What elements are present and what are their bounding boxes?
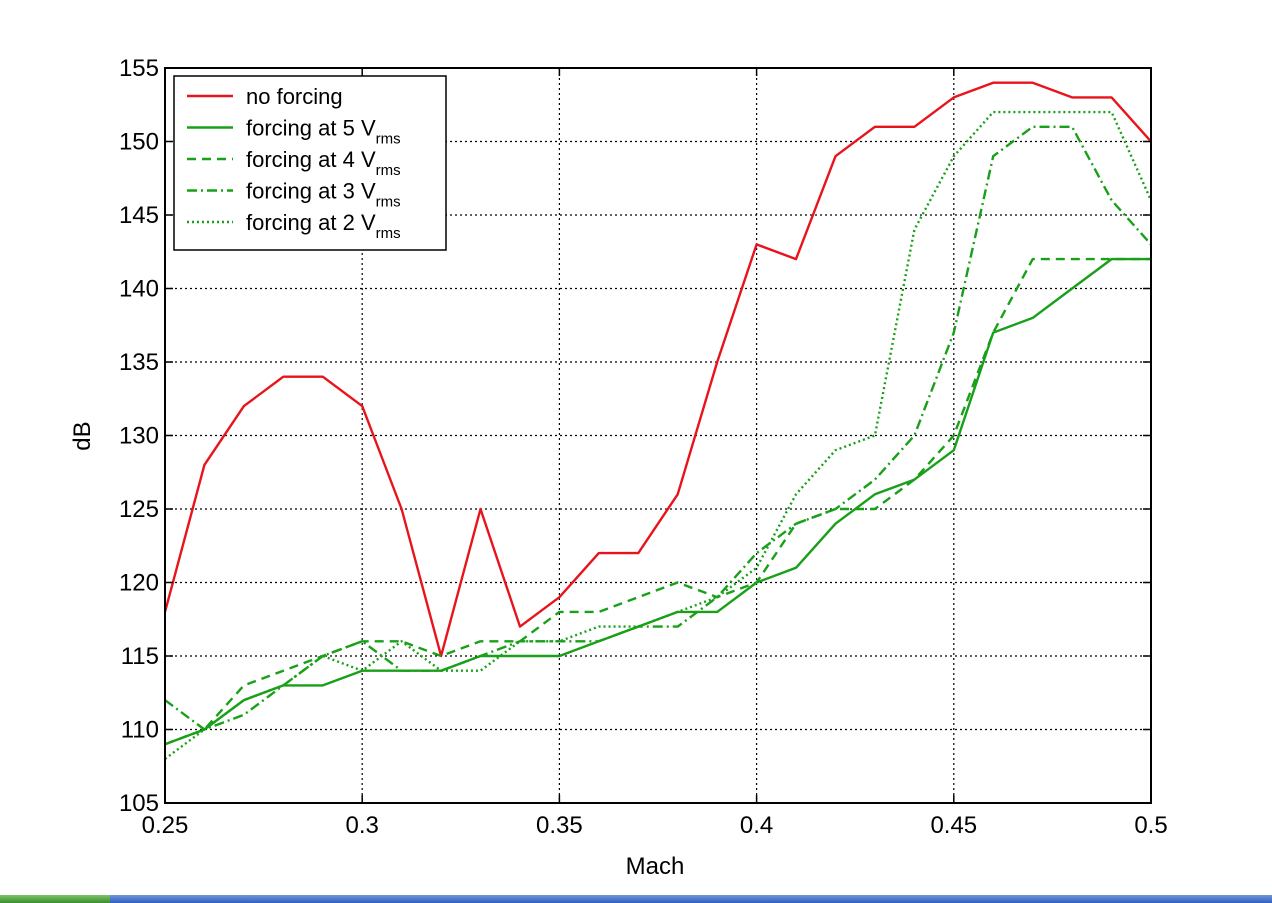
y-tick-label: 110 [121,717,159,744]
series-line [164,125,1152,731]
y-tick-label: 125 [119,496,159,523]
grid [165,68,1151,803]
legend-label-subscript: rms [376,225,401,242]
y-tick-label: 130 [119,423,159,450]
ticks: 0.25 0.3 0.35 0.4 0.45 0.5 105 110 115 120 125 130 1… [119,55,1168,839]
y-tick-label: 155 [119,55,159,82]
y-tick-label: 105 [119,790,159,817]
legend-label-subscript: rms [376,194,401,211]
x-tick-label: 0.3 [346,812,379,839]
y-tick-label: 120 [119,570,159,597]
x-axis-label: Mach [626,853,685,880]
x-tick-label: 0.25 [142,812,189,839]
y-tick-label: 115 [121,643,159,670]
legend-label-subscript: rms [376,162,401,179]
legend-label: no forcing [246,84,343,109]
y-tick-label: 150 [119,129,159,156]
series-line [164,110,1153,760]
y-tick-label: 140 [119,276,159,303]
taskbar [0,895,1272,903]
x-tick-label: 0.45 [930,812,977,839]
series-line [163,81,1152,658]
series-layer [163,81,1153,760]
legend-box [173,75,447,251]
x-tick-label: 0.35 [536,812,583,839]
x-tick-label: 0.4 [740,812,773,839]
start-button[interactable] [0,895,110,903]
series-line [164,257,1151,746]
y-tick-label: 145 [119,202,159,229]
y-tick-label: 135 [119,349,159,376]
legend-label-subscript: rms [376,131,401,148]
y-axis-label: dB [69,421,96,450]
x-tick-label: 0.5 [1134,812,1167,839]
